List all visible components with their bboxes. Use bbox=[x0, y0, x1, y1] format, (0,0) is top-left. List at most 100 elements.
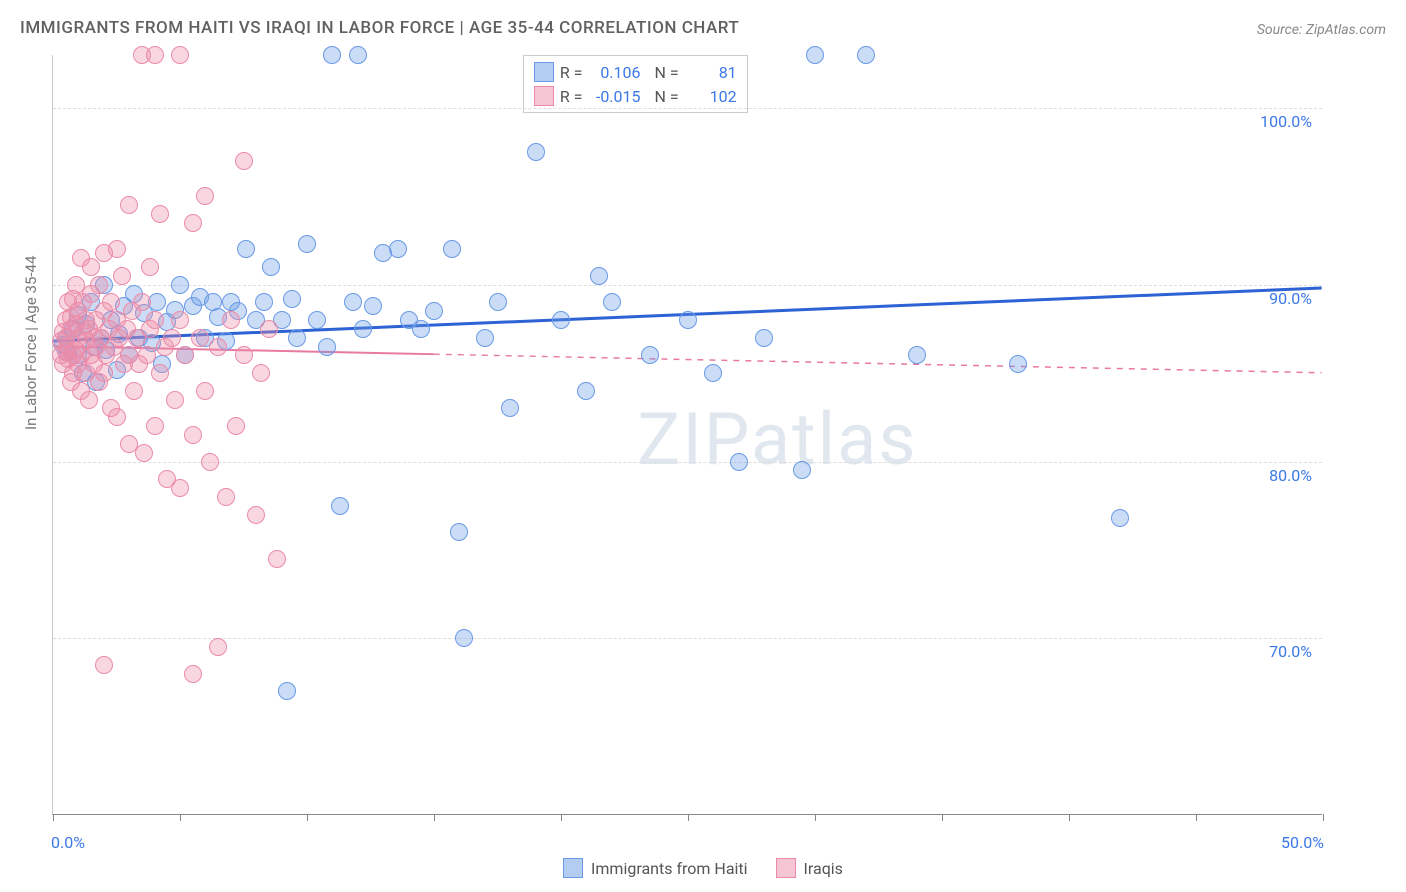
data-point-haiti bbox=[344, 293, 362, 311]
stat-val-n-haiti: 81 bbox=[685, 63, 737, 82]
data-point-iraqi bbox=[252, 364, 270, 382]
x-tick bbox=[53, 814, 54, 821]
data-point-iraqi bbox=[222, 311, 240, 329]
data-point-haiti bbox=[552, 311, 570, 329]
data-point-iraqi bbox=[201, 453, 219, 471]
data-point-iraqi bbox=[146, 46, 164, 64]
bottom-legend: Immigrants from Haiti Iraqis bbox=[0, 858, 1406, 878]
data-point-haiti bbox=[237, 240, 255, 258]
data-point-haiti bbox=[331, 497, 349, 515]
y-tick-label: 80.0% bbox=[1269, 466, 1312, 485]
data-point-haiti bbox=[641, 346, 659, 364]
x-tick-label: 0.0% bbox=[51, 833, 85, 852]
data-point-iraqi bbox=[191, 329, 209, 347]
data-point-iraqi bbox=[90, 276, 108, 294]
data-point-haiti bbox=[255, 293, 273, 311]
data-point-iraqi bbox=[108, 408, 126, 426]
swatch-haiti bbox=[534, 62, 554, 82]
stats-row-haiti: R = 0.106 N = 81 bbox=[534, 60, 737, 84]
data-point-haiti bbox=[278, 682, 296, 700]
data-point-haiti bbox=[1111, 509, 1129, 527]
y-tick-label: 100.0% bbox=[1260, 112, 1312, 131]
data-point-haiti bbox=[603, 293, 621, 311]
data-point-iraqi bbox=[141, 258, 159, 276]
x-tick bbox=[1323, 814, 1324, 821]
data-point-iraqi bbox=[163, 329, 181, 347]
legend-item: Immigrants from Haiti bbox=[563, 858, 747, 878]
data-point-iraqi bbox=[146, 311, 164, 329]
source-attribution: Source: ZipAtlas.com bbox=[1257, 22, 1386, 38]
data-point-iraqi bbox=[95, 656, 113, 674]
legend-label: Immigrants from Haiti bbox=[591, 859, 747, 878]
data-point-haiti bbox=[323, 46, 341, 64]
y-tick-label: 70.0% bbox=[1269, 642, 1312, 661]
y-tick-label: 90.0% bbox=[1269, 289, 1312, 308]
swatch-iraqi bbox=[534, 86, 554, 106]
data-point-iraqi bbox=[113, 267, 131, 285]
gridline-h bbox=[53, 638, 1322, 639]
data-point-iraqi bbox=[184, 665, 202, 683]
x-tick bbox=[561, 814, 562, 821]
legend-swatch bbox=[563, 858, 583, 878]
data-point-haiti bbox=[283, 290, 301, 308]
data-point-haiti bbox=[489, 293, 507, 311]
data-point-haiti bbox=[755, 329, 773, 347]
data-point-iraqi bbox=[209, 338, 227, 356]
x-tick bbox=[688, 814, 689, 821]
data-point-haiti bbox=[679, 311, 697, 329]
stat-key-r: R = bbox=[560, 63, 583, 82]
data-point-haiti bbox=[590, 267, 608, 285]
data-point-haiti bbox=[349, 46, 367, 64]
data-point-haiti bbox=[450, 523, 468, 541]
data-point-iraqi bbox=[196, 382, 214, 400]
data-point-iraqi bbox=[235, 152, 253, 170]
data-point-iraqi bbox=[171, 479, 189, 497]
data-point-iraqi bbox=[171, 311, 189, 329]
data-point-haiti bbox=[857, 46, 875, 64]
data-point-haiti bbox=[908, 346, 926, 364]
x-tick bbox=[434, 814, 435, 821]
stats-legend-box: R =0.106N =81R =-0.015N =102 bbox=[523, 55, 748, 113]
gridline-h bbox=[53, 108, 1322, 109]
x-tick bbox=[815, 814, 816, 821]
data-point-iraqi bbox=[82, 258, 100, 276]
data-point-iraqi bbox=[146, 417, 164, 435]
data-point-haiti bbox=[1009, 355, 1027, 373]
data-point-haiti bbox=[288, 329, 306, 347]
stat-val-r-iraqi: -0.015 bbox=[589, 87, 641, 106]
data-point-haiti bbox=[577, 382, 595, 400]
legend-item: Iraqis bbox=[776, 858, 843, 878]
y-axis-label: In Labor Force | Age 35-44 bbox=[22, 256, 40, 430]
data-point-haiti bbox=[389, 240, 407, 258]
data-point-iraqi bbox=[151, 205, 169, 223]
x-tick bbox=[942, 814, 943, 821]
gridline-h bbox=[53, 462, 1322, 463]
data-point-haiti bbox=[412, 320, 430, 338]
trend-line-dashed-iraqi bbox=[434, 354, 1322, 373]
data-point-iraqi bbox=[260, 320, 278, 338]
data-point-haiti bbox=[527, 143, 545, 161]
data-point-iraqi bbox=[95, 364, 113, 382]
data-point-iraqi bbox=[108, 240, 126, 258]
data-point-haiti bbox=[171, 276, 189, 294]
data-point-haiti bbox=[318, 338, 336, 356]
data-point-iraqi bbox=[184, 426, 202, 444]
legend-swatch bbox=[776, 858, 796, 878]
gridline-h bbox=[53, 285, 1322, 286]
data-point-iraqi bbox=[184, 214, 202, 232]
data-point-iraqi bbox=[217, 488, 235, 506]
x-tick bbox=[307, 814, 308, 821]
data-point-haiti bbox=[262, 258, 280, 276]
data-point-haiti bbox=[443, 240, 461, 258]
stat-key-n: N = bbox=[655, 87, 679, 106]
stat-key-n: N = bbox=[655, 63, 679, 82]
x-tick-label: 50.0% bbox=[1281, 833, 1324, 852]
data-point-haiti bbox=[793, 461, 811, 479]
x-tick bbox=[180, 814, 181, 821]
data-point-haiti bbox=[364, 297, 382, 315]
data-point-iraqi bbox=[151, 364, 169, 382]
data-point-iraqi bbox=[209, 638, 227, 656]
legend-label: Iraqis bbox=[804, 859, 843, 878]
stat-val-r-haiti: 0.106 bbox=[589, 63, 641, 82]
data-point-iraqi bbox=[247, 506, 265, 524]
